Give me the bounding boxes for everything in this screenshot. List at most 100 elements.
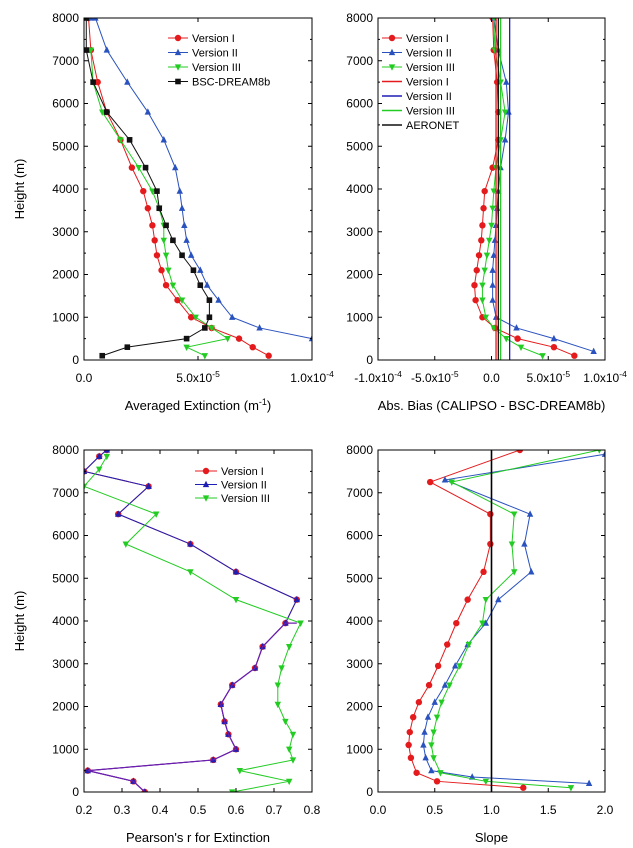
data-point <box>585 779 593 787</box>
data-point <box>503 78 510 85</box>
legend-label: Version III <box>406 62 455 74</box>
x-tick-label-text: 1.0 <box>483 803 500 817</box>
series-line-1 <box>90 18 312 340</box>
data-point <box>183 344 190 351</box>
x-tick-label: 1.0x10-4 <box>290 369 334 385</box>
x-tick-label-text: 0.7 <box>266 803 283 817</box>
data-point <box>84 467 88 474</box>
data-point <box>153 252 161 259</box>
data-point <box>488 222 495 230</box>
y-tick-label: 0 <box>72 785 79 799</box>
x-tick-label-text: 0.5 <box>426 803 443 817</box>
legend-label: Version II <box>192 48 238 60</box>
data-point <box>124 78 131 85</box>
legend-swatch-marker <box>202 467 210 475</box>
data-point <box>441 681 449 688</box>
data-point <box>489 205 496 213</box>
data-point <box>437 770 444 777</box>
x-tick-label-text: 0.0 <box>370 803 387 817</box>
data-point <box>601 450 605 457</box>
data-point <box>178 204 186 211</box>
y-tick-label: 8000 <box>346 11 373 25</box>
x-axis-label: Abs. Bias (CALIPSO - BSC-DREAM8b) <box>378 398 606 413</box>
data-point <box>289 757 297 764</box>
y-tick-label: 2000 <box>52 700 79 714</box>
x-axis-label-text: Slope <box>475 830 508 845</box>
y-tick-label: 1000 <box>52 310 79 324</box>
data-point <box>501 136 509 143</box>
data-point <box>190 267 197 274</box>
data-point <box>430 755 437 762</box>
x-axis-label-exponent: -1 <box>259 397 267 407</box>
data-point <box>145 482 152 489</box>
x-tick-label-text: -1.0x10 <box>354 371 394 385</box>
y-tick-label: 6000 <box>346 97 373 111</box>
x-tick-label-text: 0.8 <box>304 803 321 817</box>
x-tick-label: -1.0x10-4 <box>354 369 402 385</box>
data-point <box>172 163 179 171</box>
y-tick-label: 4000 <box>346 614 373 628</box>
series-line-1 <box>422 453 605 784</box>
data-point <box>475 252 483 259</box>
data-point <box>140 187 147 195</box>
legend-label: Version III <box>221 493 270 505</box>
data-point <box>513 324 520 331</box>
data-point <box>422 754 429 761</box>
y-tick-label: 2000 <box>52 268 79 282</box>
panel-bl: 0 1000 2000 3000 4000 5000 6000 7000 8000 0.2 0.3 0… <box>12 443 321 845</box>
x-tick-label: 0.0 <box>76 371 93 385</box>
data-point <box>431 698 438 705</box>
plot-area <box>471 18 597 360</box>
data-point <box>490 325 497 332</box>
data-point <box>465 641 472 649</box>
x-tick-label-text: 0.6 <box>228 803 245 817</box>
y-tick-label: 3000 <box>52 657 79 671</box>
data-point <box>249 343 256 351</box>
legend: Version I Version II Version III Version I V… <box>382 33 459 132</box>
data-point <box>187 569 194 576</box>
y-tick-label: 7000 <box>346 486 373 500</box>
x-tick-label-exponent: -5 <box>562 369 570 379</box>
data-point <box>208 325 215 332</box>
data-point <box>491 18 496 22</box>
x-tick-label: 0.2 <box>76 803 93 817</box>
legend-swatch-marker <box>202 480 210 488</box>
data-point <box>444 641 451 648</box>
x-axis-label-text: Abs. Bias (CALIPSO - BSC-DREAM8b) <box>378 398 606 413</box>
x-tick-label: 5.0x10-5 <box>176 369 220 385</box>
data-point <box>99 352 106 359</box>
data-point <box>203 281 211 288</box>
data-point <box>493 204 501 211</box>
data-point <box>415 699 423 706</box>
series-line-2 <box>481 18 543 357</box>
data-point <box>480 205 487 212</box>
data-point <box>174 296 181 304</box>
y-axis-label: Height (m) <box>12 159 27 220</box>
y-tick-label: 5000 <box>52 139 79 153</box>
data-point <box>430 729 437 736</box>
data-point <box>256 324 263 331</box>
data-point <box>151 237 158 244</box>
x-tick-label-text: 0.2 <box>76 803 93 817</box>
data-point <box>229 313 236 320</box>
x-tick-label-text: 2.0 <box>597 803 614 817</box>
series-markers-1 <box>489 18 597 355</box>
data-point <box>90 79 96 85</box>
x-tick-label: 0.3 <box>114 803 131 817</box>
x-axis-label: Averaged Extinction (m-1) <box>125 397 272 413</box>
x-axis-label-text: Pearson's r for Extinction <box>126 830 270 845</box>
data-point <box>479 282 486 289</box>
data-point <box>597 450 602 454</box>
data-point <box>160 136 167 143</box>
y-tick-label: 3000 <box>346 225 373 239</box>
data-point <box>201 353 209 360</box>
data-point <box>187 314 195 321</box>
series-line-0 <box>473 18 575 357</box>
legend-swatch-marker <box>174 48 182 56</box>
data-point <box>144 205 152 212</box>
data-point <box>490 251 497 258</box>
legend-label: Version III <box>192 62 241 74</box>
data-point <box>162 281 170 289</box>
data-point <box>297 620 304 627</box>
